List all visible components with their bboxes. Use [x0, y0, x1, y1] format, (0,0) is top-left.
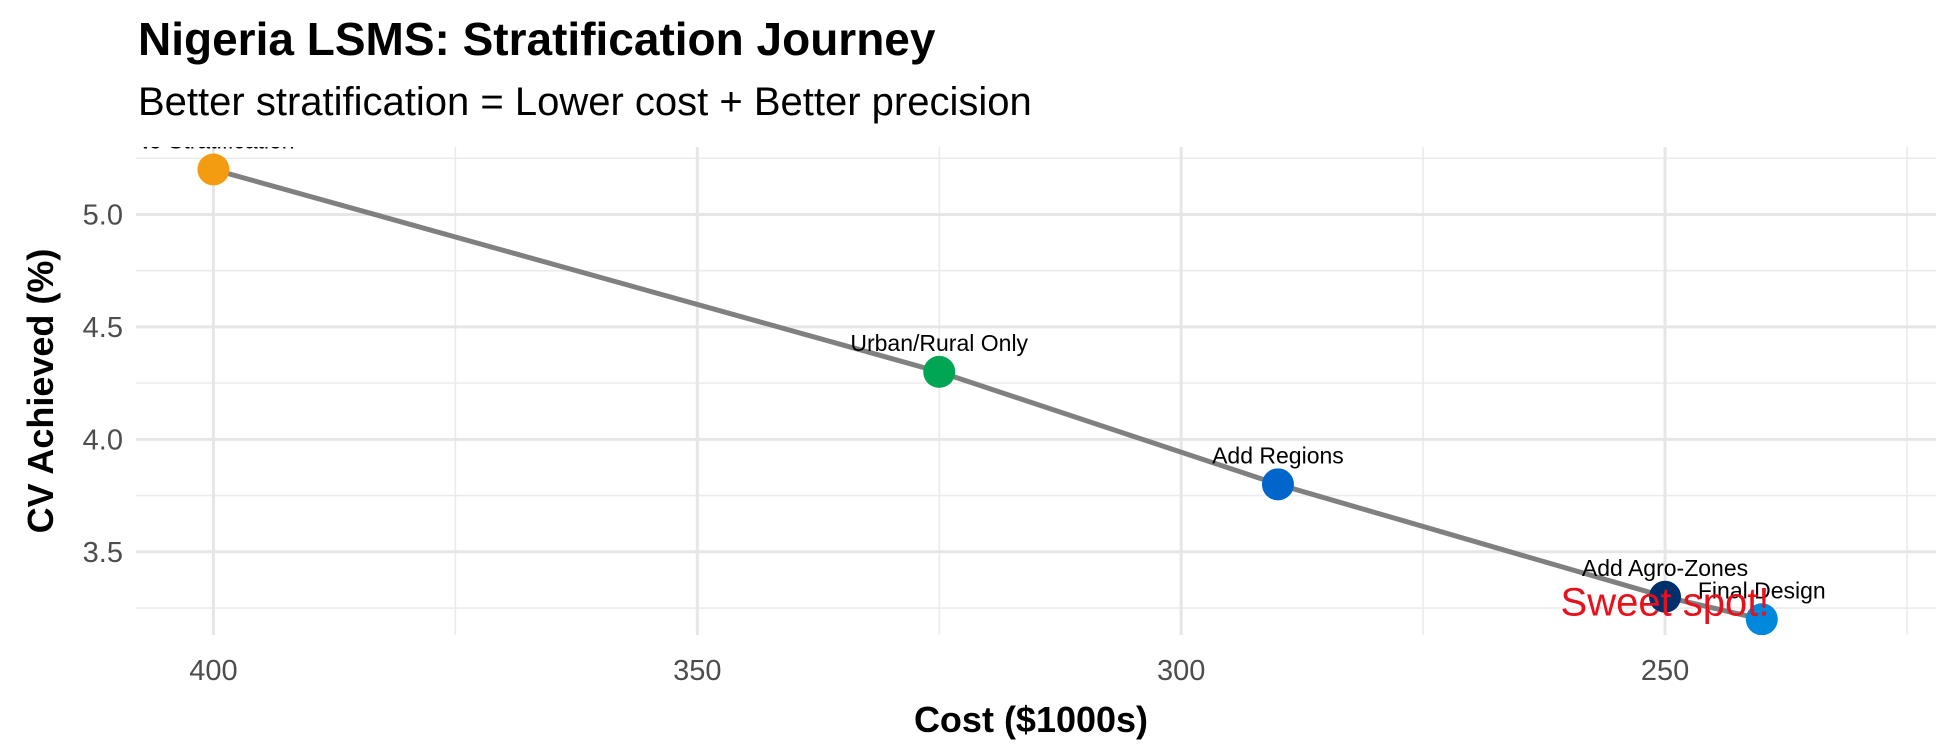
- chart-title: Nigeria LSMS: Stratification Journey: [138, 13, 936, 65]
- data-point: [1745, 603, 1778, 635]
- data-point: [923, 355, 956, 388]
- x-tick-label: 400: [189, 655, 237, 687]
- data-point: [1261, 468, 1294, 501]
- grid: [136, 147, 1936, 635]
- x-tick-label: 250: [1641, 655, 1689, 687]
- series-clip-group: No Stratification Urban/Rural Only Add Reg…: [132, 127, 1826, 635]
- data-point-label: Final Design: [1698, 577, 1826, 603]
- data-point-label: Add Agro-Zones: [1582, 555, 1748, 581]
- sweet-spot-annotation: Sweet spot!: [1561, 580, 1770, 624]
- data-point-label: No Stratification: [132, 127, 294, 153]
- series: No Stratification Urban/Rural Only Add Reg…: [132, 127, 1826, 635]
- y-tick-label: 3.5: [83, 537, 123, 569]
- x-tick-label: 350: [673, 655, 721, 687]
- data-point: [1649, 580, 1682, 613]
- data-point-label: Urban/Rural Only: [850, 330, 1028, 356]
- x-tick-label: 300: [1157, 655, 1205, 687]
- x-axis-title: Cost ($1000s): [914, 699, 1148, 740]
- chart-subtitle: Better stratification = Lower cost + Bet…: [138, 80, 1032, 124]
- y-axis-title: CV Achieved (%): [20, 249, 61, 534]
- y-tick-label: 5.0: [83, 199, 123, 231]
- y-tick-label: 4.0: [83, 424, 123, 456]
- data-point-label: Add Regions: [1212, 442, 1344, 468]
- y-tick-label: 4.5: [83, 312, 123, 344]
- axes: 400 350 300 250 3.5 4.0 4.5 5.0: [83, 199, 1690, 687]
- data-point: [197, 153, 230, 186]
